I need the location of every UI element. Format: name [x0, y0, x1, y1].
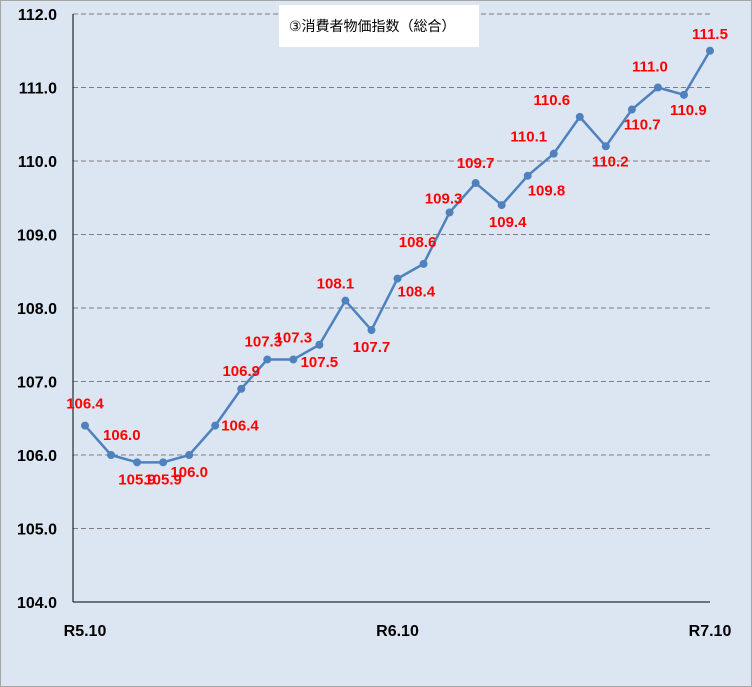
- data-label: 109.4: [489, 214, 527, 231]
- y-tick-label: 104.0: [17, 595, 57, 612]
- data-label: 107.3: [275, 329, 313, 346]
- data-label: 105.9: [144, 471, 182, 488]
- data-label: 110.9: [670, 102, 707, 119]
- data-label: 110.7: [624, 117, 661, 134]
- data-label: 111.5: [692, 26, 728, 43]
- data-label: 108.4: [398, 284, 436, 301]
- data-label: 106.4: [66, 396, 104, 413]
- data-point: [81, 421, 89, 430]
- chart-title-box: ③消費者物価指数（総合）: [279, 5, 479, 47]
- data-point: [315, 340, 324, 349]
- data-label: 109.3: [425, 190, 463, 207]
- data-point: [706, 46, 714, 55]
- data-point: [445, 208, 454, 217]
- y-tick-label: 105.0: [17, 522, 57, 539]
- y-tick-label: 109.0: [17, 228, 57, 245]
- data-point: [497, 201, 506, 210]
- data-label: 106.0: [170, 464, 208, 481]
- data-point: [679, 90, 688, 99]
- data-label: 108.1: [317, 276, 355, 293]
- x-tick-label: R6.10: [376, 623, 419, 640]
- data-label: 107.7: [353, 339, 391, 356]
- data-label: 108.6: [399, 234, 437, 251]
- y-tick-label: 111.0: [19, 81, 57, 98]
- y-tick-label: 106.0: [17, 448, 57, 465]
- data-label: 110.6: [533, 92, 570, 109]
- data-label: 106.4: [221, 418, 259, 435]
- data-label: 107.3: [245, 333, 283, 350]
- data-point: [523, 171, 532, 180]
- data-point: [419, 259, 428, 268]
- y-tick-label: 107.0: [17, 375, 57, 392]
- data-point: [471, 179, 480, 188]
- x-tick-label: R7.10: [689, 623, 732, 640]
- data-point: [653, 83, 662, 92]
- data-point: [627, 105, 636, 114]
- data-label: 109.8: [528, 183, 566, 200]
- y-tick-label: 112.0: [18, 7, 57, 24]
- data-point: [289, 355, 298, 364]
- y-tick-label: 108.0: [17, 301, 57, 318]
- data-point: [133, 458, 142, 467]
- data-label: 107.5: [301, 354, 339, 371]
- data-point: [367, 326, 376, 335]
- data-point: [549, 149, 558, 158]
- chart-title: ③消費者物価指数（総合）: [289, 19, 456, 35]
- data-point: [159, 458, 168, 467]
- data-label: 105.9: [118, 471, 156, 488]
- data-point: [263, 355, 272, 364]
- data-label: 106.9: [222, 363, 260, 380]
- data-label: 109.7: [457, 155, 495, 172]
- y-tick-label: 110.0: [18, 154, 57, 171]
- data-point: [601, 142, 610, 151]
- data-point: [393, 274, 402, 283]
- data-label: 111.0: [632, 59, 668, 76]
- x-tick-label: R5.10: [64, 623, 107, 640]
- data-point: [237, 384, 246, 393]
- data-point: [185, 451, 194, 459]
- data-point: [575, 112, 584, 121]
- data-label: 110.2: [592, 153, 629, 170]
- data-point: [211, 421, 220, 430]
- data-label: 106.0: [103, 427, 141, 444]
- series-line: [84, 50, 712, 464]
- data-point: [341, 296, 350, 305]
- data-label: 110.1: [510, 129, 547, 146]
- data-point: [107, 451, 116, 459]
